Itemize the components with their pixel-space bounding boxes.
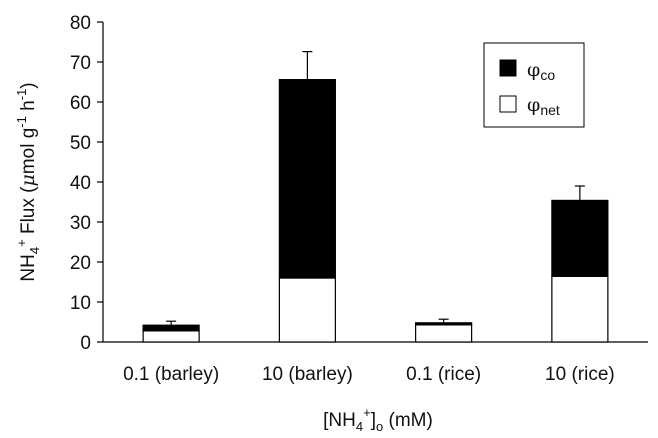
y-tick-label: 50 bbox=[70, 133, 91, 154]
legend: φco φnet bbox=[483, 42, 585, 128]
y-tick-label: 10 bbox=[70, 293, 91, 314]
y-tick-label: 30 bbox=[70, 213, 91, 234]
y-tick-label: 60 bbox=[70, 93, 91, 114]
plot-area: 0 10 20 30 40 50 60 70 80 0.1 (barley) 10 (barley)… bbox=[70, 13, 648, 385]
y-tick-label: 80 bbox=[70, 13, 91, 34]
x-tick-label: 0.1 (rice) bbox=[406, 364, 481, 385]
bar-net bbox=[551, 275, 609, 343]
bar-co bbox=[278, 78, 336, 279]
bar-net bbox=[278, 277, 336, 343]
bar-co bbox=[142, 324, 200, 332]
y-axis-title: NH4+ Flux (μmol g-1 h-1) bbox=[14, 82, 42, 281]
legend-box bbox=[483, 42, 585, 128]
legend-swatch-net bbox=[499, 95, 517, 113]
x-tick-label: 10 (rice) bbox=[545, 364, 615, 385]
y-tick-label: 0 bbox=[80, 333, 91, 354]
bar-net bbox=[142, 330, 200, 343]
x-axis-title: [NH4+]o (mM) bbox=[323, 405, 433, 434]
legend-label-net: φnet bbox=[527, 94, 560, 118]
bar-co bbox=[551, 199, 609, 277]
x-tick-label: 10 (barley) bbox=[262, 364, 353, 385]
bar-net bbox=[415, 324, 473, 343]
y-tick-label: 40 bbox=[70, 173, 91, 194]
y-tick-label: 20 bbox=[70, 253, 91, 274]
bar-co bbox=[415, 322, 473, 326]
legend-swatch-co bbox=[499, 59, 517, 77]
y-tick-label: 70 bbox=[70, 53, 91, 74]
legend-label-co: φco bbox=[527, 59, 555, 83]
x-tick-label: 0.1 (barley) bbox=[123, 364, 219, 385]
